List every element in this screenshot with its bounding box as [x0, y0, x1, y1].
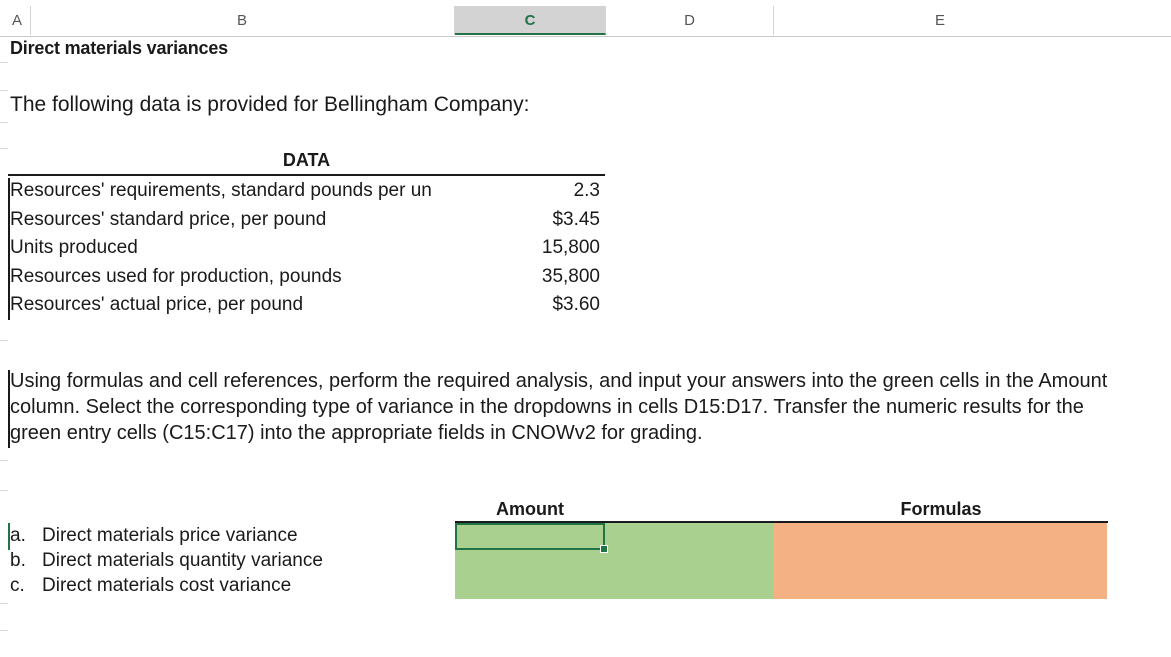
data-row-label: Resources' requirements, standard pounds… [10, 180, 432, 201]
row-selection-marker [8, 523, 10, 550]
data-row-value: $3.60 [552, 294, 600, 315]
intro-text: The following data is provided for Belli… [10, 93, 530, 116]
formulas-header: Formulas [900, 499, 982, 519]
question-text: Direct materials price variance [42, 525, 298, 546]
row-gridline [0, 62, 8, 63]
question-letter: c. [10, 575, 25, 596]
column-header-d[interactable]: D [606, 6, 774, 35]
row-gridline [0, 460, 8, 461]
active-cell-selection[interactable] [455, 523, 605, 550]
sheet-title: Direct materials variances [10, 38, 228, 58]
data-row[interactable]: Units produced 15,800 [8, 234, 600, 262]
data-row-value: 35,800 [541, 266, 600, 287]
data-row-value: $3.45 [552, 209, 600, 230]
data-row-label: Units produced [10, 237, 138, 258]
row-gridline [0, 90, 8, 91]
column-header-a[interactable]: A [0, 6, 31, 35]
data-row[interactable]: Resources' standard price, per pound $3.… [8, 206, 600, 234]
data-left-border [8, 178, 10, 320]
column-header-b[interactable]: B [30, 6, 455, 35]
question-item: c. Direct materials cost variance [10, 573, 323, 598]
column-header-strip: A B C D E [0, 0, 1171, 37]
formulas-cells[interactable] [774, 523, 1107, 599]
question-letter: b. [10, 550, 26, 571]
data-row-label: Resources used for production, pounds [10, 266, 342, 287]
amount-header: Amount [496, 499, 564, 519]
data-row[interactable]: Resources' actual price, per pound $3.60 [8, 291, 600, 319]
row-gridline [0, 490, 8, 491]
row-gridline [0, 340, 8, 341]
row-gridline [0, 148, 8, 149]
row-gridline [0, 122, 8, 123]
question-list: a. Direct materials price variance b. Dire… [10, 523, 323, 598]
data-row-label: Resources' actual price, per pound [10, 294, 304, 315]
question-item: b. Direct materials quantity variance [10, 548, 323, 573]
row-gridline [0, 630, 8, 631]
data-row-label: Resources' standard price, per pound [10, 209, 327, 230]
row-gridline [0, 603, 8, 604]
column-header-c[interactable]: C [455, 6, 606, 35]
data-row-value: 15,800 [541, 237, 600, 258]
question-text: Direct materials quantity variance [42, 550, 323, 571]
question-text: Direct materials cost variance [42, 575, 292, 596]
amount-entry-cells[interactable] [455, 523, 774, 599]
data-row-value: 2.3 [573, 180, 600, 201]
column-header-e[interactable]: E [934, 12, 945, 29]
data-row[interactable]: Resources used for production, pounds 35… [8, 263, 600, 291]
instructions-text: Using formulas and cell references, perf… [10, 370, 1108, 444]
data-header: DATA [8, 150, 605, 176]
data-row[interactable]: Resources' requirements, standard pounds… [8, 177, 600, 205]
answer-header-rule [455, 521, 1108, 523]
question-item: a. Direct materials price variance [10, 523, 323, 548]
fill-handle[interactable] [600, 545, 608, 553]
instructions-left-border [8, 370, 10, 448]
question-letter: a. [10, 525, 26, 546]
